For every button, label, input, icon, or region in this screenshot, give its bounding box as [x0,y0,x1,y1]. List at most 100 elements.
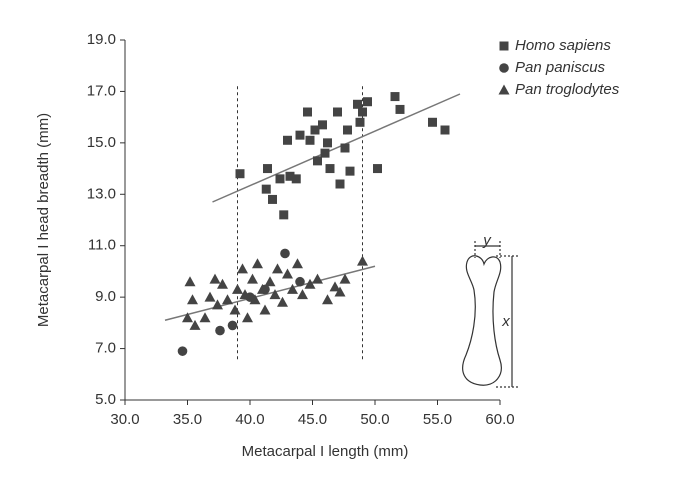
x-tick-label: 45.0 [298,411,327,428]
point [257,283,268,294]
point [325,164,335,174]
point [277,296,288,307]
point [217,278,228,289]
point [318,120,327,130]
x-tick-label: 50.0 [360,411,389,428]
point [242,312,253,323]
point [440,125,450,135]
point [209,273,221,284]
y-tick-label: 13.0 [87,185,116,202]
point [310,125,320,135]
point [252,258,263,269]
point [237,263,248,274]
point [297,289,308,300]
point [323,138,332,148]
legend-label: Homo sapiens [515,37,611,54]
point [204,291,216,302]
point [340,143,350,153]
point [304,278,316,289]
point [272,263,283,274]
y-tick-label: 5.0 [95,391,116,408]
point [303,107,312,117]
point [199,312,211,323]
point [184,276,196,287]
point [395,104,405,114]
point [227,320,238,331]
point [189,319,201,330]
y-tick-label: 19.0 [87,31,116,48]
point [182,312,193,323]
point [249,294,261,305]
point [177,346,188,356]
point [269,289,281,300]
point [263,164,272,174]
point [279,210,289,220]
point [268,194,277,204]
x-tick-label: 60.0 [485,411,514,428]
point [280,248,290,259]
point [291,174,301,184]
point [355,117,365,127]
point [390,92,400,102]
point [239,289,251,300]
point [215,325,225,336]
point [247,273,258,284]
x-tick-label: 55.0 [423,411,452,428]
legend-marker [499,41,509,51]
point [261,184,271,194]
x-tick-label: 40.0 [235,411,264,428]
y-tick-label: 7.0 [95,340,116,357]
point [187,294,198,305]
point [259,304,271,315]
point [357,255,368,266]
point [373,164,382,174]
point [320,148,330,158]
point [229,304,241,315]
point [292,258,303,269]
point [283,135,292,145]
y-tick-label: 15.0 [87,134,116,151]
legend-marker [498,84,510,95]
point [264,276,276,287]
point [222,294,233,305]
x-tick-label: 30.0 [110,411,139,428]
inset-label: y [482,232,492,249]
point [212,299,223,310]
point [275,174,285,184]
trend-line [164,265,376,322]
point [285,171,295,181]
point [305,135,315,145]
y-tick-label: 11.0 [88,237,116,254]
point [282,268,293,279]
point [363,97,372,107]
point [295,130,305,140]
point [333,107,342,117]
point [232,283,243,294]
point [343,125,352,135]
x-tick-label: 35.0 [173,411,202,428]
point [335,179,345,189]
point [295,276,305,287]
point [345,166,355,176]
point [287,283,298,294]
point [322,294,333,305]
point [235,169,245,179]
trend-line [212,93,461,203]
point [312,273,323,284]
legend-label: Pan troglodytes [515,81,620,98]
legend-label: Pan paniscus [515,59,606,76]
point [334,286,346,297]
legend-marker [499,63,509,73]
y-axis-label: Metacarpal I head breadth (mm) [35,113,52,327]
point [339,273,351,284]
x-axis-label: Metacarpal I length (mm) [242,443,409,460]
point [428,117,437,127]
point [313,156,322,166]
y-tick-label: 17.0 [87,82,116,99]
point [329,281,341,292]
y-tick-label: 9.0 [95,288,116,305]
point [353,99,362,109]
point [358,107,367,117]
inset-label: x [501,313,510,330]
